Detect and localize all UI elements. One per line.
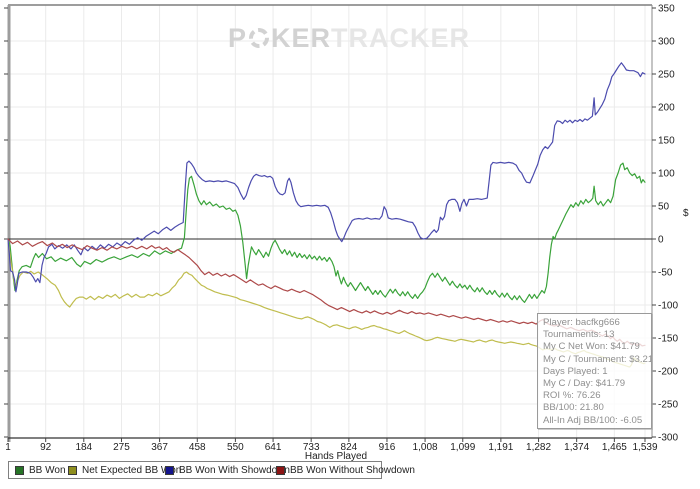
y-axis-tick-label: 300 [658,37,675,48]
y-axis-tick-label: -200 [658,367,678,378]
x-axis-tick-label: 1,465 [602,442,627,453]
y-axis-tick-label: -150 [658,334,678,345]
x-axis-tick-label: 458 [189,442,206,453]
series-line-bb-won [7,162,646,303]
stats-tooltip: Player: bacfkg666 Tournaments: 13 My C N… [537,313,652,429]
x-axis-tick-label: 1,374 [564,442,589,453]
x-axis-tick-label: 1 [5,442,11,453]
y-axis-tick-label: -100 [658,301,678,312]
legend-item: Net Expected BB Won [68,462,181,478]
y-axis-tick-label: 350 [658,4,675,15]
x-axis-tick-label: 1,008 [413,442,438,453]
x-axis-tick-label: 550 [227,442,244,453]
y-axis-title: $ [683,208,689,219]
tooltip-net-won: My C Net Won: $41.79 [543,341,640,353]
legend-swatch-icon [276,465,285,475]
tooltip-bb100: BB/100: 21.80 [543,402,604,414]
legend-label: BB Won With Showdown [179,464,290,476]
tooltip-per-tournament: My C / Tournament: $3.21 [543,353,652,365]
y-axis-tick-label: -250 [658,400,678,411]
x-axis-tick-label: 367 [151,442,168,453]
y-axis-tick-label: 150 [658,136,675,147]
y-axis-tick-label: 50 [658,202,670,213]
x-axis-title: Hands Played [305,451,367,462]
x-axis-tick-label: 184 [75,442,92,453]
y-axis-tick-label: 0 [658,235,664,246]
x-axis-tick-label: 1,282 [526,442,551,453]
y-axis-tick-label: 100 [658,169,675,180]
tooltip-allin-adj-bb100: All-In Adj BB/100: -6.05 [543,414,643,426]
legend-label: Net Expected BB Won [82,464,182,476]
y-axis-tick-label: 200 [658,103,675,114]
legend: BB Won Net Expected BB Won BB Won With Sho… [8,461,415,479]
x-axis-tick-label: 641 [265,442,282,453]
x-axis-tick-label: 275 [113,442,130,453]
tooltip-player: Player: bacfkg666 [543,317,620,328]
x-axis-tick-label: 733 [303,442,320,453]
legend-swatch-icon [15,465,24,475]
tooltip-tournaments: Tournaments: 13 [543,329,615,341]
x-axis-tick-label: 916 [379,442,396,453]
series-line-bb-won-with-showdown [7,62,646,293]
legend-item: BB Won With Showdown [165,462,290,478]
x-axis-tick-label: 1,099 [450,442,475,453]
x-axis-tick-label: 824 [341,442,358,453]
y-axis-tick-label: -50 [658,268,673,279]
y-axis-tick-label: -300 [658,433,678,444]
y-axis-tick-label: 250 [658,70,675,81]
x-axis-tick-label: 1,191 [488,442,513,453]
legend-item: BB Won [15,462,66,478]
tooltip-days-played: Days Played: 1 [543,365,608,377]
tooltip-roi: ROI %: 76.26 [543,390,601,402]
legend-item: BB Won Without Showdown [276,462,415,478]
legend-label: BB Won Without Showdown [290,464,415,476]
tooltip-per-day: My C / Day: $41.79 [543,378,626,390]
x-axis-tick-label: 92 [40,442,52,453]
x-axis-tick-label: 1,539 [632,442,657,453]
legend-swatch-icon [68,465,77,475]
legend-swatch-icon [165,465,174,475]
legend-label: BB Won [29,464,66,476]
